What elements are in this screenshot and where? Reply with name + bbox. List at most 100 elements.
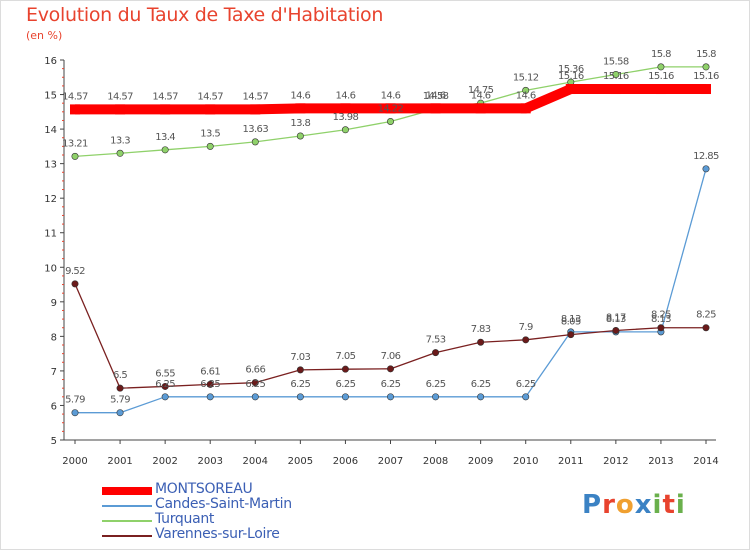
data-point <box>251 379 259 387</box>
data-label: 13.4 <box>155 132 175 143</box>
data-point <box>341 365 349 373</box>
data-label: 14.57 <box>107 91 133 102</box>
data-label: 13.8 <box>290 118 310 129</box>
legend-item: Turquant <box>102 511 402 528</box>
data-label: 14.6 <box>516 90 536 101</box>
x-tick-label: 2000 <box>62 456 87 467</box>
data-label: 8.25 <box>651 310 671 321</box>
data-label: 6.25 <box>155 379 175 390</box>
data-label: 6.25 <box>335 379 355 390</box>
logo-letter: t <box>662 490 676 520</box>
data-label: 5.79 <box>65 395 85 406</box>
proxiti-logo: Proxiti <box>582 490 686 520</box>
data-point <box>432 393 440 401</box>
y-tick-label: 9 <box>51 298 57 309</box>
data-point <box>116 149 124 157</box>
logo-letter: i <box>652 490 663 520</box>
y-tick-label: 8 <box>51 332 57 343</box>
data-label: 8.05 <box>561 317 581 328</box>
data-label: 7.9 <box>519 322 533 333</box>
logo-letter: o <box>615 490 635 520</box>
data-point <box>701 84 711 95</box>
data-point <box>385 103 396 114</box>
data-point <box>522 86 530 94</box>
data-label: 8.13 <box>561 314 581 325</box>
data-point <box>206 393 214 401</box>
legend-swatch <box>102 520 152 522</box>
logo-letter: i <box>675 490 686 520</box>
x-tick-label: 2010 <box>513 456 538 467</box>
data-label: 15.16 <box>603 71 629 82</box>
data-label: 12.85 <box>693 151 719 162</box>
data-label: 14.58 <box>423 91 449 102</box>
y-tick-label: 11 <box>44 229 57 240</box>
data-label: 5.79 <box>110 395 130 406</box>
data-point <box>115 104 126 115</box>
data-point <box>296 132 304 140</box>
data-point <box>612 326 620 334</box>
data-point <box>612 71 620 79</box>
data-label: 15.16 <box>648 71 674 82</box>
data-label: 13.98 <box>333 112 359 123</box>
x-tick-label: 2006 <box>333 456 358 467</box>
data-label: 6.61 <box>200 366 220 377</box>
x-tick-label: 2011 <box>558 456 583 467</box>
data-label: 6.25 <box>290 379 310 390</box>
data-point <box>71 409 79 417</box>
data-point <box>116 384 124 392</box>
legend-label: Varennes-sur-Loire <box>155 526 280 542</box>
x-tick-label: 2001 <box>107 456 132 467</box>
data-point <box>340 103 351 114</box>
data-point <box>116 409 124 417</box>
y-tick-label: 7 <box>51 367 57 378</box>
data-point <box>702 324 710 332</box>
data-label: 14.6 <box>381 90 401 101</box>
data-point <box>71 152 79 160</box>
data-label: 6.25 <box>426 379 446 390</box>
data-point <box>296 366 304 374</box>
data-label: 14.6 <box>426 90 446 101</box>
data-label: 8.17 <box>606 312 626 323</box>
legend-item: MONTSOREAU <box>102 481 402 498</box>
x-tick-label: 2014 <box>693 456 718 467</box>
data-point <box>477 338 485 346</box>
data-label: 14.57 <box>152 91 178 102</box>
y-tick-label: 6 <box>51 401 57 412</box>
data-label: 6.25 <box>471 379 491 390</box>
data-label: 15.36 <box>558 64 584 75</box>
data-point <box>251 138 259 146</box>
y-tick-label: 12 <box>44 194 57 205</box>
legend-item: Varennes-sur-Loire <box>102 526 402 543</box>
data-label: 13.21 <box>62 138 88 149</box>
data-label: 13.5 <box>200 128 220 139</box>
data-point <box>475 103 486 114</box>
data-label: 6.55 <box>155 368 175 379</box>
legend-swatch <box>102 487 152 495</box>
data-point <box>432 349 440 357</box>
data-point <box>205 104 216 115</box>
data-point <box>161 146 169 154</box>
data-point <box>160 104 171 115</box>
data-label: 13.3 <box>110 135 130 146</box>
data-point <box>567 331 575 339</box>
data-point <box>161 382 169 390</box>
data-label: 15.8 <box>651 49 671 60</box>
legend-swatch <box>102 535 152 537</box>
data-label: 15.58 <box>603 57 629 68</box>
data-label: 15.16 <box>693 71 719 82</box>
y-tick-label: 13 <box>44 160 57 171</box>
data-label: 15.8 <box>696 49 716 60</box>
data-label: 7.03 <box>290 352 310 363</box>
data-label: 7.83 <box>471 324 491 335</box>
x-tick-label: 2012 <box>603 456 628 467</box>
x-tick-label: 2008 <box>423 456 448 467</box>
data-label: 14.22 <box>378 103 404 114</box>
data-label: 13.63 <box>242 124 268 135</box>
data-point <box>655 84 666 95</box>
y-tick-label: 15 <box>44 91 57 102</box>
data-point <box>520 103 531 114</box>
data-point <box>657 63 665 71</box>
data-point <box>250 104 261 115</box>
y-tick-label: 5 <box>51 436 57 447</box>
data-point <box>206 380 214 388</box>
